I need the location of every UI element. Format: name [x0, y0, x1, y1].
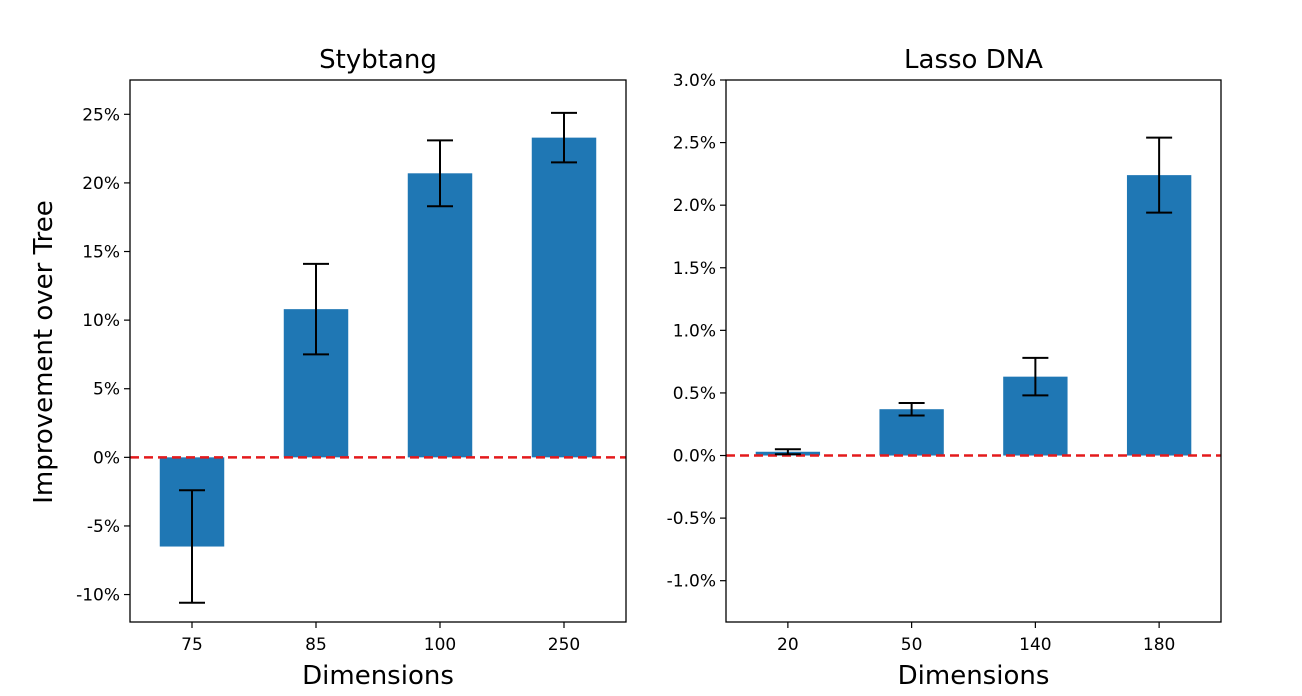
x-axis-label: Dimensions	[898, 661, 1050, 691]
error-bar-100	[427, 139, 453, 208]
y-tick-label: 1.0%	[673, 321, 716, 341]
x-tick-label: 85	[305, 635, 327, 655]
x-tick-label: 50	[901, 635, 923, 655]
x-tick-label: 180	[1143, 635, 1175, 655]
y-tick-label: 25%	[82, 105, 120, 125]
bar-100	[407, 173, 473, 458]
chart-title: Stybtang	[319, 45, 437, 75]
x-tick-label: 140	[1019, 635, 1051, 655]
axes-frame	[725, 79, 1222, 623]
bar-180	[1126, 175, 1192, 456]
x-axis-label: Dimensions	[302, 661, 454, 691]
error-bar-50	[898, 401, 925, 417]
chart-title: Lasso DNA	[904, 45, 1043, 75]
y-tick-label: 0.5%	[673, 384, 716, 404]
y-tick-label: 0%	[93, 448, 120, 468]
bar-50	[879, 409, 944, 456]
y-tick-label: 2.0%	[673, 196, 716, 216]
x-tick-label: 100	[424, 635, 456, 655]
error-bar-140	[1022, 356, 1049, 397]
bar-250	[531, 137, 597, 458]
y-tick-label: 15%	[82, 243, 120, 263]
y-tick-label: 0.0%	[673, 447, 716, 467]
error-bar-85	[303, 262, 329, 356]
x-tick-label: 250	[548, 635, 580, 655]
y-tick-label: -5%	[87, 517, 120, 537]
y-tick-label: 5%	[93, 380, 120, 400]
y-tick-label: -10%	[76, 586, 120, 606]
y-tick-label: 1.5%	[673, 259, 716, 279]
axes-frame	[129, 79, 627, 623]
y-tick-label: 20%	[82, 174, 120, 194]
y-tick-label: -0.5%	[667, 509, 716, 529]
chart-panel-lasso-dna: -1.0% -0.5% 0.0% 0.5% 1.0% 1.5% 2.0% 2.5% 3.0% 20…	[667, 45, 1222, 691]
error-bar-250	[551, 111, 577, 164]
error-bar-75	[179, 489, 205, 604]
error-bar-180	[1146, 136, 1173, 214]
y-tick-label: 10%	[82, 311, 120, 331]
y-axis-label: Improvement over Tree	[29, 200, 59, 504]
x-tick-label: 75	[181, 635, 203, 655]
y-tick-label: 2.5%	[673, 134, 716, 154]
chart-panel-stybtang: -10% -5% 0% 5% 10% 15% 20% 25% 75 85 100 250 Stybtan…	[76, 45, 627, 691]
x-tick-label: 20	[777, 635, 799, 655]
y-tick-label: 3.0%	[673, 71, 716, 91]
y-tick-label: -1.0%	[667, 572, 716, 592]
error-bar-20	[774, 448, 801, 456]
